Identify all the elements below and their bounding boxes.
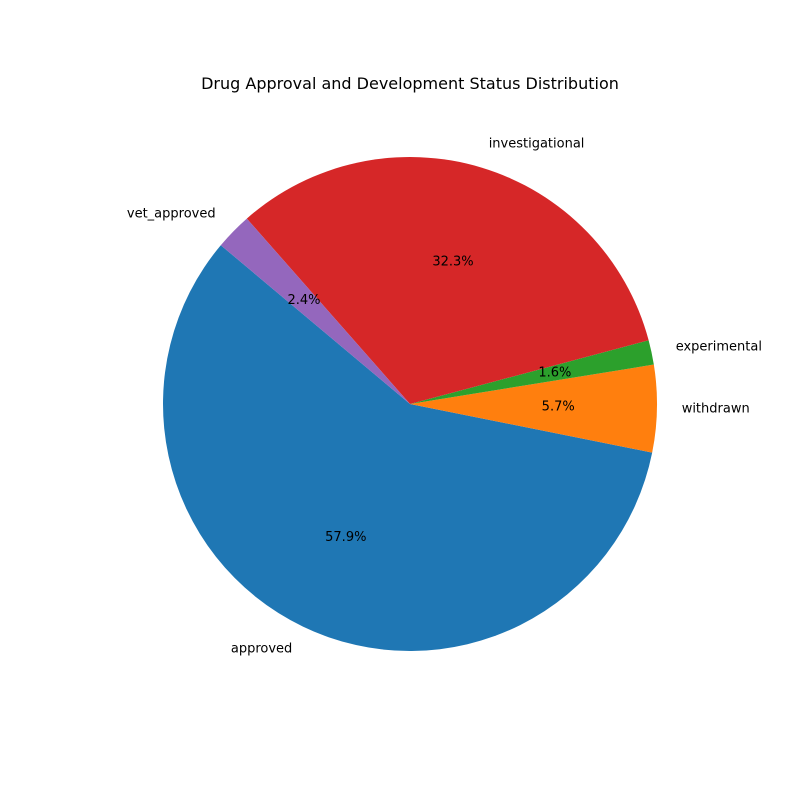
pie-slice-approved [163, 245, 653, 651]
slice-percent-vet-approved: 2.4% [287, 293, 320, 308]
pie-slice-vet-approved [220, 218, 410, 404]
pie-slices [163, 156, 658, 651]
pie-slice-investigational [246, 156, 649, 404]
slice-label-approved: approved [231, 641, 292, 656]
slice-label-vet-approved: vet_approved [127, 207, 216, 222]
slice-label-withdrawn: withdrawn [682, 402, 750, 417]
pie-slice-experimental [410, 340, 654, 404]
slice-percent-experimental: 1.6% [538, 366, 571, 381]
pie-labels: approved 57.9% withdrawn 5.7% experimental 1.… [127, 137, 762, 657]
slice-label-experimental: experimental [676, 340, 762, 355]
slice-percent-investigational: 32.3% [432, 255, 473, 270]
slice-percent-withdrawn: 5.7% [542, 399, 575, 414]
chart-title: Drug Approval and Development Status Dis… [201, 74, 619, 93]
slice-label-investigational: investigational [489, 137, 585, 152]
pie-slice-withdrawn [410, 364, 658, 453]
slice-percent-approved: 57.9% [325, 530, 366, 545]
